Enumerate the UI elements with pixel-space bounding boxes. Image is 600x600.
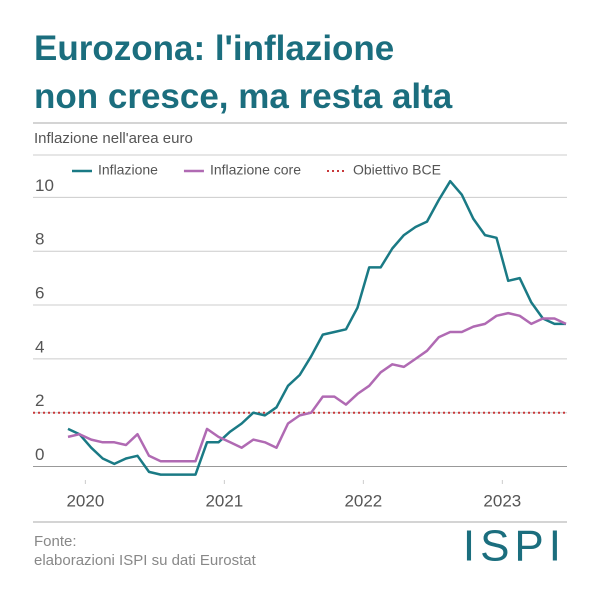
chart-title-line: non cresce, ma resta alta — [34, 77, 453, 116]
line-series — [67, 179, 566, 476]
legend-label: Inflazione core — [210, 162, 301, 178]
x-tick-label: 2022 — [344, 491, 382, 510]
subtitle: Inflazione nell'area euro — [34, 130, 193, 147]
chart-title: Eurozona: l'inflazione non cresce, ma res… — [34, 29, 453, 116]
legend-label: Inflazione — [98, 162, 158, 178]
source-detail: elaborazioni ISPI su dati Eurostat — [34, 552, 257, 569]
source: Fonte: — [34, 533, 77, 550]
logo: ISPI — [463, 522, 566, 571]
x-tick-label: 2021 — [205, 491, 243, 510]
y-tick-label: 4 — [35, 337, 44, 356]
y-tick-label: 0 — [35, 445, 44, 464]
x-tick-label: 2020 — [66, 491, 104, 510]
line-series — [67, 311, 567, 463]
y-tick-label: 8 — [35, 230, 44, 249]
legend-label: Obiettivo BCE — [353, 162, 441, 178]
y-tick-label: 10 — [35, 176, 54, 195]
y-tick-label: 2 — [35, 391, 44, 410]
x-tick-label: 2023 — [483, 491, 521, 510]
y-tick-label: 6 — [35, 284, 44, 303]
chart-title-line: Eurozona: l'inflazione — [34, 29, 394, 68]
